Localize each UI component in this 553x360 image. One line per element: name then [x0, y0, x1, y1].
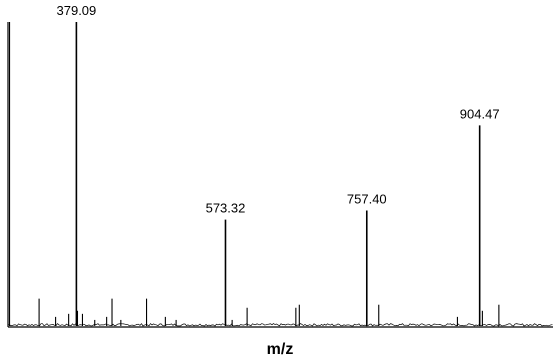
labeled-peaks: [75, 22, 481, 326]
baseline-noise-trace: [7, 323, 553, 327]
peak-labels: 379.09 573.32 757.40 904.47: [57, 3, 500, 216]
peak-label: 904.47: [460, 106, 500, 121]
minor-peaks: [8, 22, 500, 326]
baseline-noise: [7, 323, 553, 327]
peak-label: 573.32: [206, 201, 246, 216]
peak-label: 379.09: [57, 3, 97, 18]
x-axis-title: m/z: [267, 341, 294, 358]
chart-axes: [7, 22, 553, 328]
peak-label: 757.40: [347, 191, 387, 206]
